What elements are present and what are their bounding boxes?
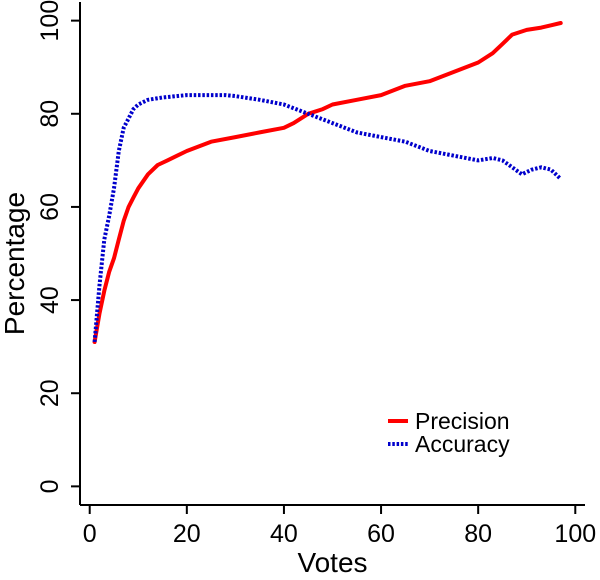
x-axis-title: Votes (297, 547, 367, 578)
y-tick-label: 80 (36, 100, 64, 128)
x-tick-label: 0 (83, 520, 97, 548)
legend-label-precision: Precision (415, 408, 510, 434)
chart-axes: 0 20 40 60 80 100 0 20 40 60 80 100 (36, 0, 596, 548)
y-tick-label: 40 (36, 286, 64, 314)
y-axis-title: Percentage (0, 192, 30, 335)
y-tick-label: 20 (36, 379, 64, 407)
y-tick-label: 0 (36, 479, 64, 493)
x-tick-label: 80 (464, 520, 492, 548)
series-line-precision (92, 21, 563, 344)
series-layer (92, 21, 563, 344)
legend: Precision Accuracy (388, 408, 510, 457)
series-line-accuracy (92, 93, 563, 343)
x-tick-label: 40 (270, 520, 298, 548)
x-tick-label: 60 (367, 520, 395, 548)
y-tick-label: 100 (36, 0, 64, 41)
x-tick-label: 20 (173, 520, 201, 548)
y-tick-label: 60 (36, 193, 64, 221)
x-tick-label: 100 (554, 520, 596, 548)
legend-label-accuracy: Accuracy (415, 431, 510, 457)
